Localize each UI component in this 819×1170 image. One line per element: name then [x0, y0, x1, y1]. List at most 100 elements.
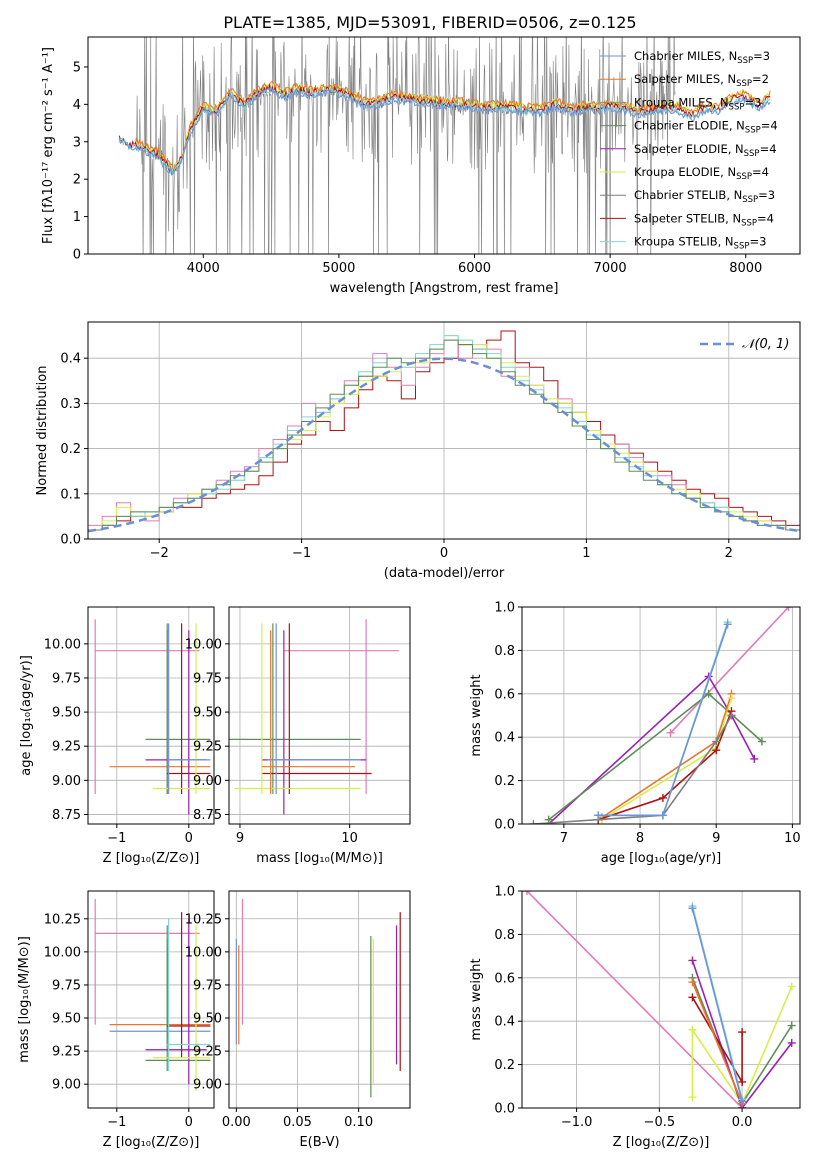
legend-subscript: SSP	[734, 242, 750, 252]
x-tick-label: 9	[712, 831, 720, 846]
plot-frame	[87, 606, 215, 825]
y-tick-label: 10.25	[185, 912, 222, 927]
y-tick-label: 0	[73, 248, 81, 263]
plot-content	[88, 330, 800, 533]
y-tick-label: 0.8	[494, 644, 515, 659]
plot-content	[94, 898, 211, 1091]
weight-marker	[787, 982, 796, 991]
y-tick-label: 1	[73, 210, 81, 225]
legend-suffix: =4	[757, 211, 774, 225]
panel-mass_vs_z: −1 0 9.00 9.25 9.50 9.75 10.00 10.25 Z [log₁₀(Z/…	[17, 890, 215, 1150]
y-tick-label: 10.00	[44, 637, 81, 652]
y-tick-label: 5	[73, 60, 81, 75]
weight-line	[691, 986, 793, 1106]
y-tick-label: 9.50	[52, 706, 81, 721]
weight-marker	[688, 978, 697, 987]
x-tick-label: 0	[185, 831, 193, 846]
x-axis-label: (data-model)/error	[384, 566, 505, 581]
panel-weight_vs_z: −1.0 −0.5 0.0 0.0 0.2 0.4 0.6 0.8 1.0 Z [log₁₀(Z/…	[469, 885, 801, 1150]
y-tick-label: 0.3	[60, 397, 81, 412]
weight-marker	[688, 1025, 697, 1034]
legend-text: Salpeter ELODIE, N	[634, 142, 744, 156]
y-tick-label: 9.00	[193, 774, 222, 789]
panel-mass_vs_ebv: 0.00 0.05 0.10 9.00 9.25 9.50 9.75 10.00 10.25 E(…	[185, 890, 411, 1150]
x-tick-label: 5000	[322, 261, 355, 276]
legend-suffix: =3	[749, 235, 766, 249]
weight-marker	[522, 891, 531, 895]
x-axis-label: age [log₁₀(age/yr)]	[601, 851, 722, 866]
x-tick-label: 0.10	[344, 1115, 373, 1130]
y-tick-label: 9.75	[52, 671, 81, 686]
weight-marker	[658, 793, 667, 802]
y-tick-label: 0.6	[494, 971, 515, 986]
legend-text: Chabrier ELODIE, N	[634, 119, 745, 133]
panel-spectrum: 4000 5000 6000 7000 8000 0 1 2 3 4 5 wavelength [An…	[41, 36, 801, 296]
x-axis-label: mass [log₁₀(M/M⊙)]	[256, 851, 383, 866]
y-tick-label: 8.75	[52, 808, 81, 823]
y-tick-label: 9.25	[193, 1045, 222, 1060]
plot-frame	[521, 606, 801, 825]
x-tick-label: 10	[784, 831, 801, 846]
weight-marker	[787, 1021, 796, 1030]
legend-text: Salpeter MILES, N	[634, 72, 736, 86]
y-axis-label: Normed distribution	[35, 366, 50, 496]
weight-marker	[704, 689, 713, 698]
weight-line	[526, 891, 743, 1108]
legend-suffix: =4	[761, 119, 778, 133]
y-tick-label: 9.50	[193, 706, 222, 721]
weight-marker	[594, 811, 603, 820]
legend-label: Chabrier STELIB, NSSP=3	[634, 188, 775, 205]
legend-subscript: SSP	[741, 218, 757, 228]
y-tick-label: 1.0	[494, 601, 515, 616]
y-tick-label: 0.8	[494, 928, 515, 943]
x-tick-label: 0.05	[283, 1115, 312, 1130]
x-tick-label: 0	[440, 546, 448, 561]
y-tick-label: 10.00	[185, 637, 222, 652]
y-tick-label: 10.00	[185, 945, 222, 960]
plot-content	[94, 619, 211, 815]
x-axis-label: Z [log₁₀(Z/Z⊙)]	[613, 1135, 710, 1150]
plot-frame	[87, 321, 801, 540]
legend-subscript: SSP	[737, 56, 753, 66]
y-tick-label: 0.4	[60, 352, 81, 367]
plot-content	[235, 898, 401, 1098]
weight-marker	[757, 737, 766, 746]
weight-line	[597, 710, 733, 821]
x-tick-label: −0.5	[644, 1115, 676, 1130]
legend-label: Salpeter ELODIE, NSSP=4	[634, 142, 777, 159]
weight-marker	[688, 904, 697, 913]
y-axis-label: Flux [fλ10⁻¹⁷ erg cm⁻² s⁻¹ A⁻¹]	[41, 47, 56, 244]
spectrum-model-line	[118, 86, 771, 175]
y-tick-label: 3	[73, 135, 81, 150]
y-tick-label: 8.75	[193, 808, 222, 823]
y-tick-label: 9.25	[52, 1045, 81, 1060]
plot-area	[522, 891, 800, 1108]
figure-title: PLATE=1385, MJD=53091, FIBERID=0506, z=0…	[223, 13, 636, 32]
legend-suffix: =4	[752, 165, 769, 179]
y-tick-label: 9.00	[52, 1078, 81, 1093]
legend-subscript: SSP	[736, 79, 752, 89]
legend-label: Salpeter STELIB, NSSP=4	[634, 211, 774, 228]
plot-area	[88, 891, 214, 1108]
panel-age_vs_z: −1 0 8.75 9.00 9.25 9.50 9.75 10.00 Z [log₁₀(Z/Z…	[19, 606, 215, 866]
legend-text: Kroupa ELODIE, N	[634, 165, 736, 179]
y-tick-label: 9.50	[193, 1012, 222, 1027]
y-tick-label: 9.00	[193, 1078, 222, 1093]
legend-suffix: =3	[758, 188, 775, 202]
plot-content	[229, 619, 400, 815]
y-axis-label: age [log₁₀(age/yr)]	[19, 655, 34, 776]
weight-marker	[784, 607, 793, 611]
weight-marker	[712, 737, 721, 746]
legend-suffix: =3	[744, 95, 761, 109]
legend-subscript: SSP	[736, 172, 752, 182]
weight-marker	[529, 820, 538, 824]
x-tick-label: −1	[107, 1115, 126, 1130]
x-tick-label: 0	[185, 1115, 193, 1130]
x-tick-label: −2	[150, 546, 169, 561]
legend-label: Salpeter MILES, NSSP=2	[634, 72, 769, 89]
y-tick-label: 0.1	[60, 487, 81, 502]
plot-area	[229, 607, 410, 824]
x-tick-label: 9	[236, 831, 244, 846]
legend-label: Chabrier ELODIE, NSSP=4	[634, 119, 778, 136]
plot-content	[529, 607, 793, 824]
